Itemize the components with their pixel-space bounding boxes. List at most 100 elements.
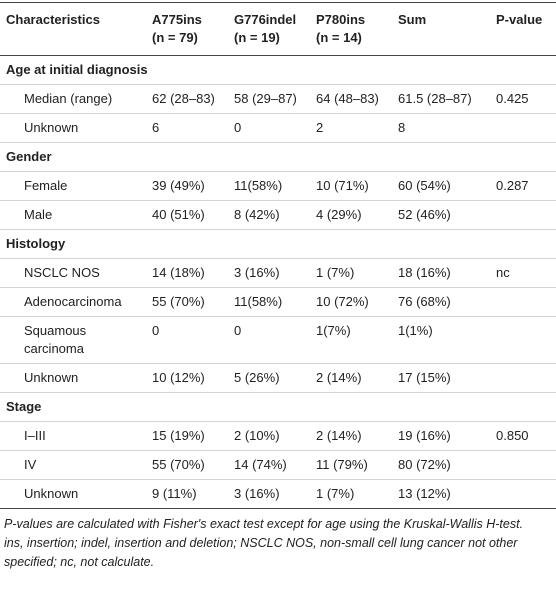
data-row: Adenocarcinoma 55 (70%) 11(58%) 10 (72%) 76 … xyxy=(0,288,556,317)
section-row: Age at initial diagnosis xyxy=(0,56,556,85)
cell: 17 (15%) xyxy=(398,370,451,385)
cell: 80 (72%) xyxy=(398,457,451,472)
cell: 1(7%) xyxy=(316,323,351,338)
cell xyxy=(490,451,556,480)
data-row: Female 39 (49%) 11(58%) 10 (71%) 60 (54%) 0.2… xyxy=(0,172,556,201)
cell xyxy=(490,317,556,364)
header-text: A775ins xyxy=(152,12,202,27)
cell xyxy=(490,201,556,230)
cell: 2 (14%) xyxy=(316,370,362,385)
cell: 55 (70%) xyxy=(152,457,205,472)
cell: 4 (29%) xyxy=(316,207,362,222)
header-cell: A775ins (n = 79) xyxy=(146,3,228,56)
cell: 14 (18%) xyxy=(152,265,205,280)
data-row: I–III 15 (19%) 2 (10%) 2 (14%) 19 (16%) 0.850 xyxy=(0,422,556,451)
cell: 14 (74%) xyxy=(234,457,287,472)
header-text: (n = 19) xyxy=(234,30,280,45)
table-body: Age at initial diagnosis Median (range) 62… xyxy=(0,56,556,509)
row-label: Unknown xyxy=(24,120,79,135)
cell: 2 xyxy=(316,120,324,135)
data-row: Squamous carcinoma 0 0 1(7%) 1(1%) xyxy=(0,317,556,364)
row-label: Female xyxy=(24,178,68,193)
data-row: Unknown 9 (11%) 3 (16%) 1 (7%) 13 (12%) xyxy=(0,480,556,509)
data-row: NSCLC NOS 14 (18%) 3 (16%) 1 (7%) 18 (16%) nc xyxy=(0,259,556,288)
header-text: Sum xyxy=(398,12,427,27)
cell: 2 (14%) xyxy=(316,428,362,443)
data-row: IV 55 (70%) 14 (74%) 11 (79%) 80 (72%) xyxy=(0,451,556,480)
section-title: Histology xyxy=(6,236,66,251)
cell: 8 (42%) xyxy=(234,207,280,222)
cell: 64 (48–83) xyxy=(316,91,379,106)
cell: 60 (54%) xyxy=(398,178,451,193)
row-label: Adenocarcinoma xyxy=(24,294,122,309)
section-row: Stage xyxy=(0,393,556,422)
cell xyxy=(490,480,556,509)
row-label: Unknown xyxy=(24,486,79,501)
data-row: Unknown 10 (12%) 5 (26%) 2 (14%) 17 (15%) xyxy=(0,364,556,393)
cell: 13 (12%) xyxy=(398,486,451,501)
cell: 10 (12%) xyxy=(152,370,205,385)
cell: 11(58%) xyxy=(234,294,283,309)
row-label: Unknown xyxy=(24,370,79,385)
cell: 1 (7%) xyxy=(316,486,355,501)
cell: 11 (79%) xyxy=(316,457,368,472)
cell: 6 xyxy=(152,120,160,135)
row-label: I–III xyxy=(24,428,46,443)
cell: 8 xyxy=(398,120,406,135)
header-cell: Characteristics xyxy=(0,3,146,56)
cell: 0.287 xyxy=(496,178,529,193)
cell: 0 xyxy=(152,323,160,338)
cell: nc xyxy=(496,265,510,280)
cell: 1 (7%) xyxy=(316,265,355,280)
header-text: P780ins xyxy=(316,12,366,27)
data-table: Characteristics A775ins (n = 79) G776indel (… xyxy=(0,2,556,509)
cell: 18 (16%) xyxy=(398,265,451,280)
data-row: Median (range) 62 (28–83) 58 (29–87) 64 (48… xyxy=(0,85,556,114)
cell: 15 (19%) xyxy=(152,428,205,443)
header-cell: Sum xyxy=(392,3,490,56)
cell: 11(58%) xyxy=(234,178,283,193)
header-cell: P780ins (n = 14) xyxy=(310,3,392,56)
cell: 76 (68%) xyxy=(398,294,451,309)
data-row: Unknown 6 0 2 8 xyxy=(0,114,556,143)
section-row: Gender xyxy=(0,143,556,172)
section-row: Histology xyxy=(0,230,556,259)
row-label: NSCLC NOS xyxy=(24,265,100,280)
cell xyxy=(490,364,556,393)
cell: 0.425 xyxy=(496,91,529,106)
header-text: (n = 14) xyxy=(316,30,362,45)
cell: 19 (16%) xyxy=(398,428,451,443)
cell: 9 (11%) xyxy=(152,486,197,501)
row-label: Male xyxy=(24,207,53,222)
header-cell: G776indel (n = 19) xyxy=(228,3,310,56)
cell: 10 (71%) xyxy=(316,178,369,193)
row-label: Squamous carcinoma xyxy=(24,323,87,356)
section-title: Stage xyxy=(6,399,42,414)
section-title: Age at initial diagnosis xyxy=(6,62,148,77)
row-label: Median (range) xyxy=(24,91,113,106)
cell: 61.5 (28–87) xyxy=(398,91,472,106)
cell xyxy=(490,114,556,143)
footnote: ins, insertion; indel, insertion and del… xyxy=(4,536,518,569)
table-header: Characteristics A775ins (n = 79) G776indel (… xyxy=(0,2,556,56)
header-cell: P-value xyxy=(490,3,556,56)
cell: 1(1%) xyxy=(398,323,433,338)
header-text: Characteristics xyxy=(6,12,100,27)
footnote: P-values are calculated with Fisher's ex… xyxy=(4,517,524,531)
cell: 3 (16%) xyxy=(234,265,280,280)
cell: 5 (26%) xyxy=(234,370,280,385)
cell: 10 (72%) xyxy=(316,294,369,309)
row-label: IV xyxy=(24,457,37,472)
cell: 55 (70%) xyxy=(152,294,205,309)
cell: 0 xyxy=(234,323,242,338)
header-text: G776indel xyxy=(234,12,297,27)
footnotes: P-values are calculated with Fisher's ex… xyxy=(0,509,556,572)
cell: 2 (10%) xyxy=(234,428,280,443)
section-title: Gender xyxy=(6,149,52,164)
cell: 40 (51%) xyxy=(152,207,205,222)
cell xyxy=(490,288,556,317)
cell: 58 (29–87) xyxy=(234,91,297,106)
header-text: (n = 79) xyxy=(152,30,198,45)
cell: 0.850 xyxy=(496,428,529,443)
